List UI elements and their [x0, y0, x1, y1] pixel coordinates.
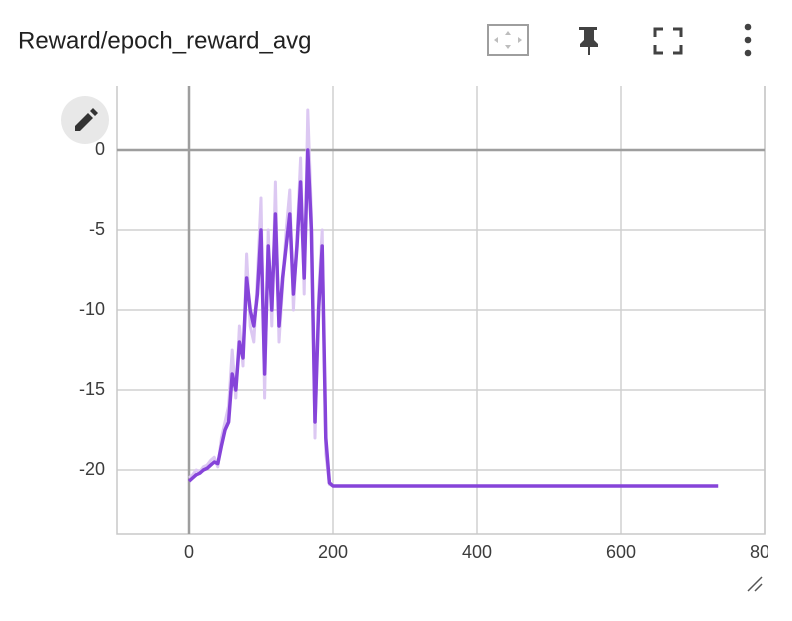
fit-domain-button[interactable] — [487, 24, 529, 56]
y-tick-label: -10 — [79, 299, 105, 319]
x-tick-label: 400 — [462, 542, 492, 562]
data-line — [187, 148, 719, 488]
y-tick-label: 0 — [95, 139, 105, 159]
plot-frame — [116, 86, 766, 535]
plot-area: -20 -15 -10 -5 0 0 200 400 600 800 — [79, 86, 780, 562]
fullscreen-button[interactable] — [653, 27, 683, 55]
edit-button[interactable] — [61, 96, 109, 144]
x-tick-label: 200 — [318, 542, 348, 562]
more-button[interactable] — [744, 23, 752, 57]
x-tick-label: 0 — [184, 542, 194, 562]
x-tick-label: 800 — [750, 542, 780, 562]
chart-title: Reward/epoch_reward_avg — [18, 27, 312, 54]
y-tick-label: -5 — [89, 219, 105, 239]
y-tick-label: -20 — [79, 459, 105, 479]
x-tick-label: 600 — [606, 542, 636, 562]
resize-handle[interactable] — [747, 576, 763, 592]
pin-button[interactable] — [579, 27, 598, 55]
y-tick-label: -15 — [79, 379, 105, 399]
